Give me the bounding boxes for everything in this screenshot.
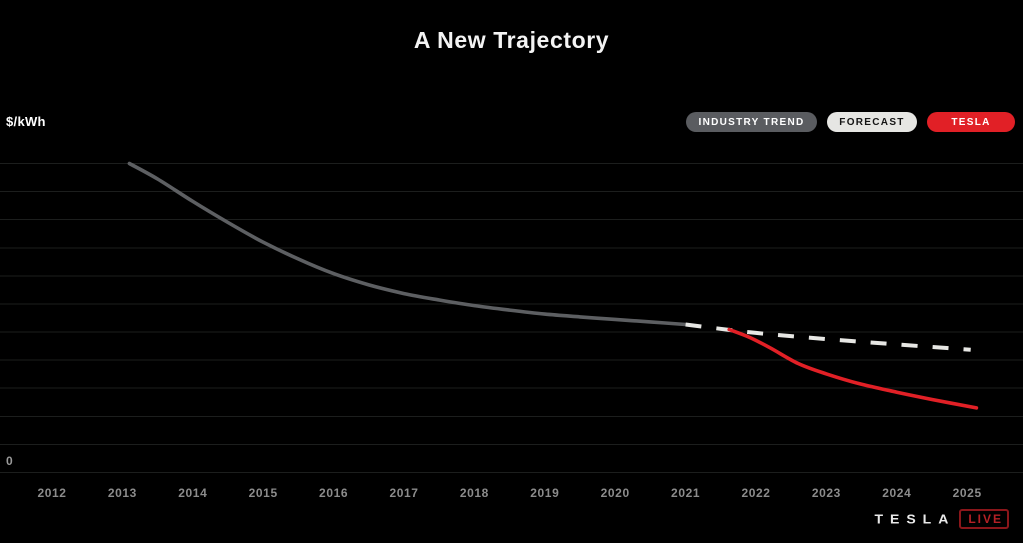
x-tick-label-2016: 2016: [319, 486, 349, 500]
page-title: A New Trajectory: [413, 27, 610, 53]
x-tick-label-2020: 2020: [600, 486, 630, 500]
y-axis-zero-label: 0: [6, 454, 13, 468]
industry-trend-line: [127, 161, 688, 327]
tesla-live-logo: TESLA LIVE: [874, 509, 1009, 529]
x-tick-label-2021: 2021: [671, 486, 701, 500]
x-tick-label-2017: 2017: [389, 486, 419, 500]
legend-pill-tesla: TESLA: [927, 112, 1015, 132]
legend-label-industry-trend: INDUSTRY TREND: [698, 116, 805, 128]
x-tick-label-2018: 2018: [459, 486, 489, 500]
x-tick-label-2014: 2014: [178, 486, 208, 500]
x-tick-label-2023: 2023: [811, 486, 841, 500]
x-tick-label-2025: 2025: [952, 486, 982, 500]
legend-pill-forecast: FORECAST: [827, 112, 917, 132]
x-tick-label-2019: 2019: [530, 486, 560, 500]
live-badge: LIVE: [959, 509, 1009, 529]
x-tick-label-2015: 2015: [248, 486, 278, 500]
chart-legend: INDUSTRY TREND FORECAST TESLA: [686, 112, 1015, 132]
legend-label-tesla: TESLA: [951, 116, 991, 128]
x-tick-label-2024: 2024: [882, 486, 912, 500]
legend-label-forecast: FORECAST: [839, 116, 905, 128]
tesla-line: [727, 327, 979, 410]
x-tick-label-2022: 2022: [741, 486, 771, 500]
x-tick-label-2012: 2012: [37, 486, 67, 500]
x-tick-label-2013: 2013: [107, 486, 137, 500]
y-axis-unit-label: $/kWh: [6, 114, 46, 129]
tesla-wordmark: TESLA: [874, 511, 956, 527]
legend-pill-industry-trend: INDUSTRY TREND: [686, 112, 817, 132]
